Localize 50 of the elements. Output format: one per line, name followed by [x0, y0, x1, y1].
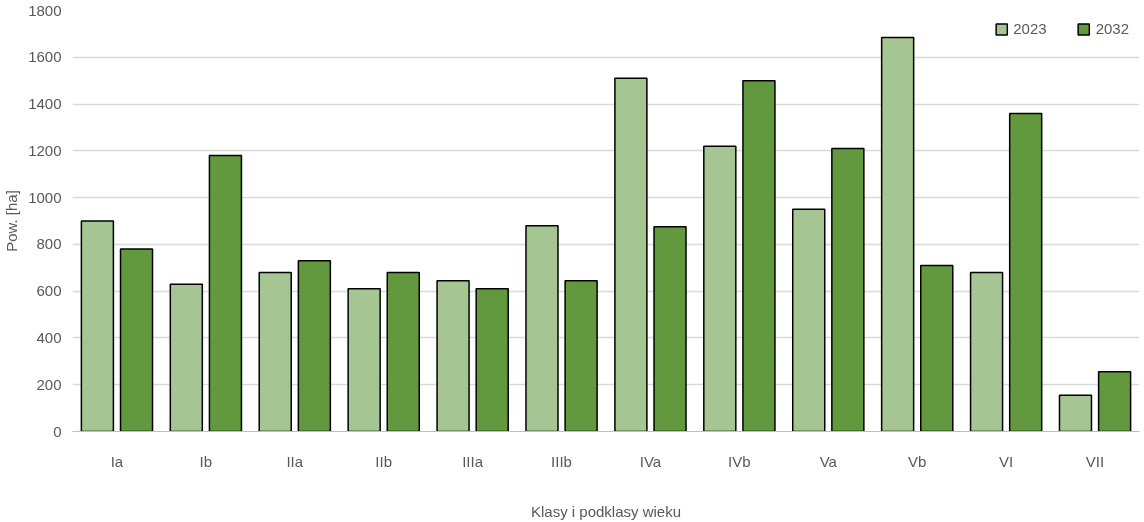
x-tick-label: Vb: [908, 452, 927, 470]
x-tick-label: Ia: [110, 452, 124, 470]
bar: [920, 264, 954, 432]
x-tick-label: IIIb: [551, 452, 572, 470]
x-tick-label: IIIa: [462, 452, 484, 470]
y-tick-label: 1200: [28, 141, 62, 159]
bar: [653, 226, 687, 432]
legend-label: 2023: [1013, 20, 1047, 37]
y-tick-label: 600: [36, 282, 62, 300]
y-axis-title: Pow. [ha]: [3, 190, 21, 252]
bar: [297, 260, 332, 432]
bar: [969, 271, 1004, 432]
y-tick-label: 1800: [28, 1, 62, 19]
bar: [208, 154, 243, 432]
y-tick-label: 400: [36, 328, 62, 346]
y-tick-label: 0: [53, 422, 62, 440]
y-tick-label: 200: [36, 375, 62, 393]
bar: [1097, 371, 1132, 432]
bar: [880, 36, 915, 432]
x-tick-label: VI: [999, 452, 1014, 470]
bar: [742, 79, 776, 432]
x-axis-title: Klasy i podklasy wieku: [530, 502, 682, 520]
y-tick-label: 1400: [28, 95, 62, 113]
x-tick-label: VII: [1085, 452, 1105, 470]
y-tick-label: 1000: [28, 188, 62, 206]
bar: [169, 283, 204, 432]
x-tick-label: IIb: [375, 452, 393, 470]
bar: [1058, 394, 1093, 432]
bar: [436, 279, 470, 432]
y-tick-label: 800: [36, 235, 62, 253]
bar: [80, 220, 115, 432]
x-tick-label: Ib: [199, 452, 213, 470]
x-tick-label: IVa: [639, 452, 662, 470]
legend-label: 2032: [1095, 20, 1129, 37]
x-tick-label: Va: [819, 452, 838, 470]
y-tick-label: 1600: [28, 48, 62, 66]
bar: [525, 224, 559, 432]
x-tick-label: IIa: [286, 452, 304, 470]
x-tick-label: IVb: [728, 452, 751, 470]
bar: [347, 288, 381, 432]
bar: [258, 271, 292, 432]
bar: [614, 77, 648, 432]
bar: [564, 279, 598, 432]
bar: [386, 271, 421, 432]
bar: [703, 145, 737, 432]
bar: [475, 288, 509, 432]
bar: [119, 248, 154, 432]
bar: [791, 208, 826, 432]
bar: [831, 147, 865, 432]
bar: [1008, 112, 1043, 432]
